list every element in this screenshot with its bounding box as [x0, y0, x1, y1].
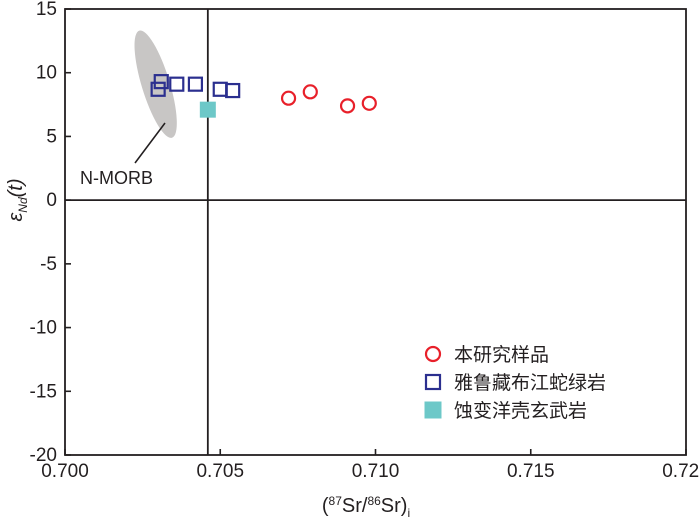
data-point-series-1 — [150, 81, 166, 97]
x-tick-label: 0.715 — [507, 461, 555, 482]
x-axis-title: (87Sr/86Sr)i — [322, 494, 410, 520]
data-point-series-1 — [187, 76, 204, 92]
data-point-series-0 — [280, 90, 297, 106]
n-morb-label: N-MORB — [80, 168, 153, 188]
y-tick-label: -10 — [30, 318, 57, 339]
reference-lines-layer — [65, 9, 686, 455]
y-tick-label: 5 — [46, 126, 57, 147]
data-point-series-1 — [153, 74, 169, 90]
legend-marker-1 — [424, 373, 442, 391]
data-point-series-1 — [169, 76, 185, 92]
y-tick-label: 15 — [36, 0, 57, 20]
y-tick-label: 0 — [46, 190, 57, 211]
x-tick-label: 0.720 — [662, 461, 700, 482]
x-tick-label: 0.700 — [41, 461, 89, 482]
legend-label-2: 蚀变洋壳玄武岩 — [454, 400, 587, 422]
y-tick-label: -20 — [30, 445, 57, 466]
legend-marker-2 — [424, 401, 442, 419]
data-point-series-1 — [212, 81, 228, 97]
y-tick-label: -5 — [40, 254, 57, 275]
data-point-series-1 — [225, 82, 241, 99]
data-point-series-0 — [361, 95, 377, 111]
legend-marker-0 — [424, 345, 442, 363]
legend-label-1: 雅鲁藏布江蛇绿岩 — [454, 372, 606, 394]
data-point-series-0 — [302, 84, 318, 100]
data-point-series-0 — [339, 98, 356, 114]
n-morb-leader-line — [134, 122, 166, 164]
x-tick-label: 0.705 — [196, 461, 244, 482]
y-axis-title: εNd(t) — [5, 178, 30, 221]
x-tick-label: 0.710 — [352, 461, 400, 482]
axes-layer: 0.700 0.705 0.710 0.715 0.720 15 10 5 0 -5 -10 -15 -… — [30, 0, 700, 482]
data-point-series-2 — [199, 101, 216, 118]
region-layer: N-MORB — [80, 30, 177, 188]
axis-titles: (87Sr/86Sr)i εNd(t) — [5, 178, 410, 520]
legend-label-0: 本研究样品 — [454, 344, 549, 366]
y-tick-label: 10 — [36, 63, 57, 84]
points-layer — [150, 74, 377, 118]
y-tick-label: -15 — [30, 381, 57, 402]
